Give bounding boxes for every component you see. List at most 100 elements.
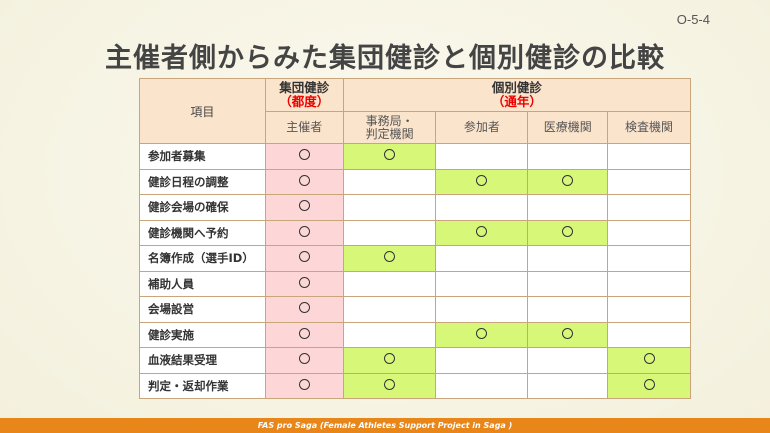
table-cell xyxy=(264,296,344,323)
group-label: 集団健診 xyxy=(279,80,330,95)
table-cell xyxy=(527,347,609,374)
circle-mark-icon xyxy=(298,200,310,212)
row-item: 健診機関へ予約 xyxy=(139,219,266,246)
circle-mark-icon xyxy=(298,353,310,365)
circle-mark-icon xyxy=(476,327,488,339)
row-item: 判定・返却作業 xyxy=(139,372,266,399)
table-cell xyxy=(435,168,529,195)
table-cell xyxy=(342,296,437,323)
table-row: 健診日程の調整 xyxy=(139,168,691,195)
circle-mark-icon xyxy=(298,149,310,161)
row-item: 血液結果受理 xyxy=(139,347,266,374)
table-row: 判定・返却作業 xyxy=(139,372,691,399)
table-cell xyxy=(607,321,691,348)
column-header: 医療機関 xyxy=(527,111,609,144)
table-cell xyxy=(607,270,691,297)
table-cell xyxy=(264,347,344,374)
circle-mark-icon xyxy=(643,378,655,390)
group-header-individual: 個別健診 （通年） xyxy=(342,78,692,112)
table-cell xyxy=(527,270,609,297)
row-item: 補助人員 xyxy=(139,270,266,297)
table-cell xyxy=(342,143,437,170)
footer: FAS pro Saga (Female Athletes Support Pr… xyxy=(0,418,770,433)
row-item: 健診日程の調整 xyxy=(139,168,266,195)
circle-mark-icon xyxy=(643,353,655,365)
slide-title: 主催者側からみた集団健診と個別健診の比較 xyxy=(105,43,665,74)
table-row: 会場設営 xyxy=(139,296,691,323)
comparison-table: 項目 集団健診 （都度） 個別健診 （通年） 主催者 事務局・ 判定機関 参加者 医療機… xyxy=(139,78,692,399)
table-cell xyxy=(527,168,609,195)
table-cell xyxy=(607,296,691,323)
table-cell xyxy=(342,321,437,348)
row-item: 健診会場の確保 xyxy=(139,194,266,221)
circle-mark-icon xyxy=(298,225,310,237)
table-row: 名簿作成（選手ID） xyxy=(139,245,691,272)
table-cell xyxy=(435,321,529,348)
circle-mark-icon xyxy=(384,251,396,263)
table-cell xyxy=(342,219,437,246)
group-label: 個別健診 xyxy=(491,80,542,95)
column-header: 参加者 xyxy=(435,111,529,144)
table-cell xyxy=(264,168,344,195)
slide-code: O-5-4 xyxy=(676,12,710,27)
table-row: 血液結果受理 xyxy=(139,347,691,374)
table-cell xyxy=(435,219,529,246)
circle-mark-icon xyxy=(298,276,310,288)
row-item: 健診実施 xyxy=(139,321,266,348)
table-cell xyxy=(342,270,437,297)
item-header: 項目 xyxy=(139,78,266,144)
table-cell xyxy=(342,347,437,374)
table-cell xyxy=(607,219,691,246)
table-cell xyxy=(435,143,529,170)
group-note: （通年） xyxy=(491,94,542,109)
table-cell xyxy=(435,296,529,323)
column-header: 主催者 xyxy=(264,111,344,144)
table-cell xyxy=(264,321,344,348)
circle-mark-icon xyxy=(562,225,574,237)
table-cell xyxy=(435,347,529,374)
table-cell xyxy=(607,168,691,195)
group-header-mass: 集団健診 （都度） xyxy=(264,78,344,112)
circle-mark-icon xyxy=(298,174,310,186)
circle-mark-icon xyxy=(476,225,488,237)
table-cell xyxy=(607,347,691,374)
circle-mark-icon xyxy=(298,378,310,390)
table-cell xyxy=(527,143,609,170)
table-cell xyxy=(527,194,609,221)
table-row: 補助人員 xyxy=(139,270,691,297)
table-cell xyxy=(435,270,529,297)
circle-mark-icon xyxy=(384,378,396,390)
circle-mark-icon xyxy=(562,327,574,339)
table-cell xyxy=(264,219,344,246)
table-cell xyxy=(607,194,691,221)
row-item: 参加者募集 xyxy=(139,143,266,170)
table-cell xyxy=(527,372,609,399)
table-cell xyxy=(342,245,437,272)
table-cell xyxy=(527,245,609,272)
table-cell xyxy=(342,372,437,399)
circle-mark-icon xyxy=(384,353,396,365)
row-item: 名簿作成（選手ID） xyxy=(139,245,266,272)
table-row: 健診機関へ予約 xyxy=(139,219,691,246)
table-cell xyxy=(607,143,691,170)
column-header: 検査機関 xyxy=(607,111,691,144)
table-cell xyxy=(607,245,691,272)
table-row: 健診会場の確保 xyxy=(139,194,691,221)
circle-mark-icon xyxy=(298,302,310,314)
circle-mark-icon xyxy=(298,251,310,263)
table-row: 健診実施 xyxy=(139,321,691,348)
table-cell xyxy=(527,296,609,323)
circle-mark-icon xyxy=(476,174,488,186)
circle-mark-icon xyxy=(562,174,574,186)
table-cell xyxy=(435,372,529,399)
circle-mark-icon xyxy=(384,149,396,161)
table-row: 参加者募集 xyxy=(139,143,691,170)
column-header: 事務局・ 判定機関 xyxy=(342,111,437,144)
table-cell xyxy=(264,194,344,221)
table-cell xyxy=(264,270,344,297)
table-cell xyxy=(264,245,344,272)
table-cell xyxy=(264,143,344,170)
table-cell xyxy=(435,194,529,221)
table-cell xyxy=(342,168,437,195)
table-cell xyxy=(527,219,609,246)
